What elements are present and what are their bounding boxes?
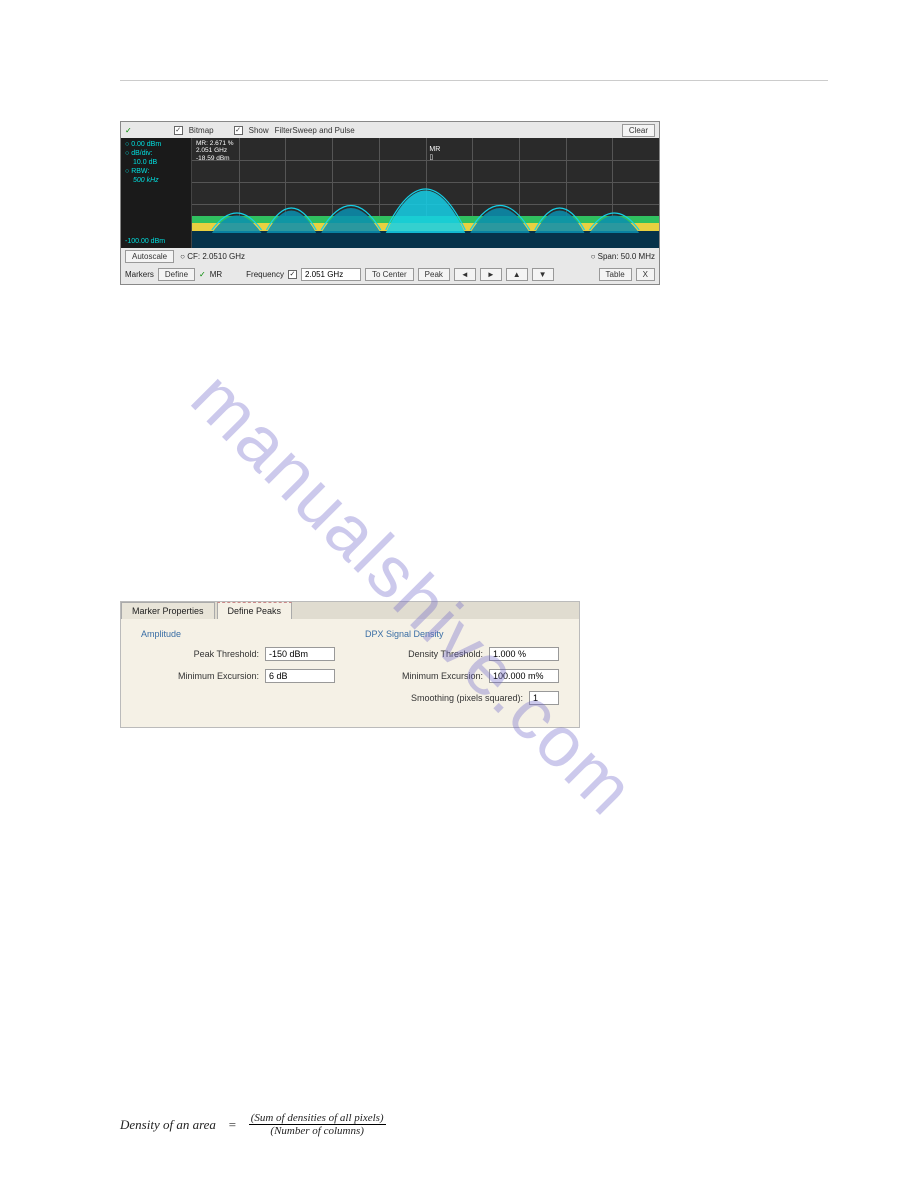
bitmap-checkbox[interactable]: ✓ [174, 126, 183, 135]
amplitude-title: Amplitude [141, 629, 335, 639]
smoothing-label: Smoothing (pixels squared): [411, 693, 523, 703]
spectrum-analyzer: ✓ ✓ Bitmap ✓ Show FilterSweep and Pulse … [120, 121, 660, 285]
peak-threshold-input[interactable] [265, 647, 335, 661]
table-button[interactable]: Table [599, 268, 632, 281]
freq-label: Frequency [246, 270, 284, 279]
y-bot-val: -100.00 dBm [125, 237, 187, 246]
markers-bar: Markers Define ✓ MR Frequency ✓ To Cente… [121, 264, 659, 284]
dpx-min-exc-input[interactable] [489, 669, 559, 683]
spectrum-main: ○ 0.00 dBm ○ dB/div: 10.0 dB ○ RBW: 500 … [121, 138, 659, 248]
tab-marker-properties[interactable]: Marker Properties [121, 602, 215, 619]
min-excursion-label: Minimum Excursion: [178, 671, 259, 681]
divider [120, 80, 828, 81]
y-top-val: 0.00 dBm [131, 141, 161, 148]
spectrum-top-bar: ✓ ✓ Bitmap ✓ Show FilterSweep and Pulse … [121, 122, 659, 138]
filter-label: FilterSweep and Pulse [275, 126, 355, 135]
page: ✓ ✓ Bitmap ✓ Show FilterSweep and Pulse … [0, 0, 918, 1177]
density-threshold-label: Density Threshold: [408, 649, 483, 659]
denominator: (Number of columns) [268, 1125, 366, 1137]
arrow-up-button[interactable]: ▲ [506, 268, 528, 281]
peak-button[interactable]: Peak [418, 268, 450, 281]
y-axis-labels: ○ 0.00 dBm ○ dB/div: 10.0 dB ○ RBW: 500 … [121, 138, 191, 248]
span-label: Span: 50.0 MHz [598, 252, 655, 261]
autoscale-button[interactable]: Autoscale [125, 250, 174, 263]
mr-pct: MR: 2.671 % [196, 140, 234, 147]
mr-freq: 2.051 GHz [196, 147, 234, 154]
mr-label: MR [210, 270, 222, 279]
define-peaks-panel: Marker Properties Define Peaks Amplitude… [120, 601, 580, 728]
formula-lhs: Density of an area [120, 1117, 216, 1133]
smoothing-input[interactable] [529, 691, 559, 705]
arrow-right-button[interactable]: ► [480, 268, 502, 281]
panel-body: Amplitude Peak Threshold: Minimum Excurs… [121, 619, 579, 727]
show-label: Show [249, 126, 269, 135]
arrow-left-button[interactable]: ◄ [454, 268, 476, 281]
check-icon: ✓ [125, 126, 132, 135]
dpx-min-exc-label: Minimum Excursion: [402, 671, 483, 681]
define-button[interactable]: Define [158, 268, 195, 281]
rbw-value: 500 kHz [125, 176, 187, 185]
spectrum-lobes [192, 138, 659, 248]
arrow-down-button[interactable]: ▼ [532, 268, 554, 281]
dbdiv-value: 10.0 dB [125, 158, 187, 167]
close-button[interactable]: X [636, 268, 655, 281]
freq-input[interactable] [301, 268, 361, 281]
show-checkbox[interactable]: ✓ [234, 126, 243, 135]
clear-button[interactable]: Clear [622, 124, 655, 137]
spectrum-status-bar: Autoscale ○ CF: 2.0510 GHz ○ Span: 50.0 … [121, 248, 659, 264]
equals-sign: = [228, 1117, 237, 1133]
mr-amp: -18.59 dBm [196, 155, 234, 162]
density-formula: Density of an area = (Sum of densities o… [120, 1112, 828, 1137]
to-center-button[interactable]: To Center [365, 268, 414, 281]
spectrum-plot[interactable]: MR: 2.671 % 2.051 GHz -18.59 dBm [191, 138, 659, 248]
tabs: Marker Properties Define Peaks [121, 602, 579, 619]
numerator: (Sum of densities of all pixels) [249, 1112, 386, 1125]
peak-marker-label: MR▯ [429, 146, 440, 161]
bitmap-label: Bitmap [189, 126, 214, 135]
fraction: (Sum of densities of all pixels) (Number… [249, 1112, 386, 1137]
min-excursion-input[interactable] [265, 669, 335, 683]
rbw-label: RBW: [131, 168, 149, 175]
dpx-column: DPX Signal Density Density Threshold: Mi… [365, 629, 559, 713]
density-threshold-input[interactable] [489, 647, 559, 661]
cf-label: CF: 2.0510 GHz [187, 252, 245, 261]
dpx-title: DPX Signal Density [365, 629, 559, 639]
marker-readout: MR: 2.671 % 2.051 GHz -18.59 dBm [196, 140, 234, 162]
markers-label: Markers [125, 270, 154, 279]
dbdiv-label: dB/div: [131, 150, 152, 157]
amplitude-column: Amplitude Peak Threshold: Minimum Excurs… [141, 629, 335, 713]
freq-check[interactable]: ✓ [288, 270, 297, 279]
tab-define-peaks[interactable]: Define Peaks [217, 602, 293, 619]
peak-threshold-label: Peak Threshold: [194, 649, 259, 659]
